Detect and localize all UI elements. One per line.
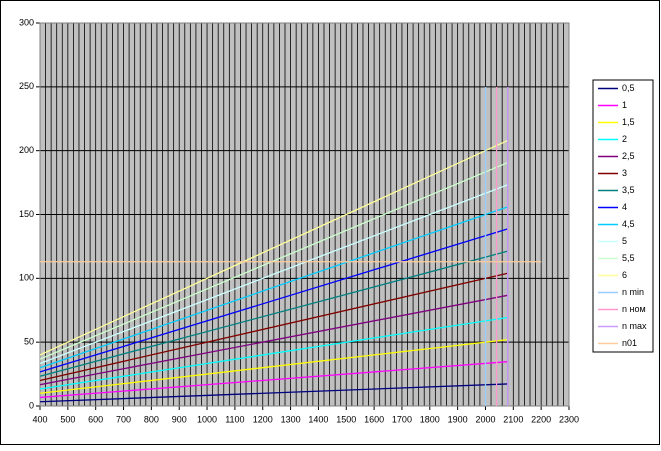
y-tick-label: 0 bbox=[29, 400, 34, 410]
x-tick-label: 1400 bbox=[308, 414, 328, 424]
series-line bbox=[39, 139, 509, 356]
x-tick-label: 1700 bbox=[392, 414, 412, 424]
x-tick-label: 2200 bbox=[531, 414, 551, 424]
series-line bbox=[39, 383, 508, 403]
legend-label: 5 bbox=[622, 236, 627, 246]
x-tick-label: 1900 bbox=[448, 414, 468, 424]
legend-label: 4 bbox=[622, 202, 627, 212]
y-tick-label: 200 bbox=[19, 145, 34, 155]
x-tick-label: 1300 bbox=[281, 414, 301, 424]
series-line bbox=[39, 161, 508, 360]
x-tick-label: 1100 bbox=[225, 414, 244, 424]
series-line bbox=[39, 338, 508, 394]
y-tick-label: 100 bbox=[19, 273, 34, 283]
legend-label: 1,5 bbox=[622, 117, 635, 127]
legend-label: n01 bbox=[622, 338, 637, 348]
series-line bbox=[39, 206, 508, 369]
series-line bbox=[39, 228, 508, 373]
series-line bbox=[39, 294, 508, 386]
legend-label: 2,5 bbox=[622, 151, 635, 161]
y-tick-label: 300 bbox=[19, 17, 34, 27]
x-tick-label: 900 bbox=[172, 414, 187, 424]
x-tick-label: 700 bbox=[116, 414, 131, 424]
legend-label: n max bbox=[622, 321, 647, 331]
x-tick-label: 1000 bbox=[197, 414, 217, 424]
y-tick-label: 150 bbox=[19, 209, 34, 219]
legend bbox=[592, 79, 654, 353]
series-line bbox=[39, 316, 508, 390]
legend-label: 3,5 bbox=[622, 185, 635, 195]
x-tick-label: 400 bbox=[32, 414, 47, 424]
x-tick-label: 2000 bbox=[475, 414, 495, 424]
x-tick-label: 2100 bbox=[503, 414, 523, 424]
series-line bbox=[39, 184, 508, 365]
legend-label: 4,5 bbox=[622, 219, 635, 229]
legend-label: n min bbox=[622, 287, 644, 297]
legend-label: 5,5 bbox=[622, 253, 635, 263]
y-tick-label: 50 bbox=[24, 337, 34, 347]
x-tick-label: 1500 bbox=[336, 414, 356, 424]
legend-label: 1 bbox=[622, 100, 627, 110]
x-tick-label: 500 bbox=[60, 414, 75, 424]
legend-label: 6 bbox=[622, 270, 627, 280]
y-tick-label: 250 bbox=[19, 81, 34, 91]
legend-label: 0,5 bbox=[622, 83, 635, 93]
legend-label: n ном bbox=[622, 304, 646, 314]
x-tick-label: 1800 bbox=[420, 414, 440, 424]
series-line bbox=[39, 361, 508, 399]
x-tick-label: 1600 bbox=[364, 414, 384, 424]
series-line bbox=[39, 250, 508, 377]
x-tick-label: 2300 bbox=[559, 414, 579, 424]
x-tick-label: 600 bbox=[88, 414, 103, 424]
legend-label: 2 bbox=[622, 134, 627, 144]
x-tick-label: 1200 bbox=[253, 414, 273, 424]
legend-label: 3 bbox=[622, 168, 627, 178]
x-tick-label: 800 bbox=[144, 414, 159, 424]
series-line bbox=[39, 272, 508, 382]
plot-border bbox=[39, 22, 570, 407]
